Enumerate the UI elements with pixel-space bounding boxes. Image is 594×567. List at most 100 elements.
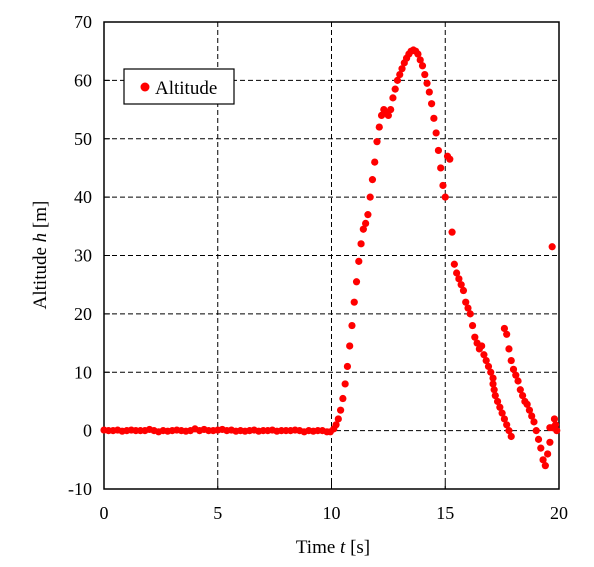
x-tick-label: 0	[100, 503, 109, 523]
data-point	[484, 362, 493, 371]
data-point	[359, 225, 367, 233]
data-point	[500, 415, 508, 423]
data-point	[459, 286, 468, 295]
data-point	[490, 386, 498, 394]
data-point	[387, 105, 395, 114]
data-point	[430, 114, 438, 122]
data-point	[389, 94, 397, 102]
data-point	[439, 181, 447, 190]
y-tick-label: 70	[74, 12, 92, 32]
x-tick-label: 10	[323, 503, 341, 523]
data-point	[421, 70, 429, 79]
data-point	[530, 418, 538, 426]
data-point	[352, 278, 361, 286]
y-axis-title: Altitude h [m]	[30, 201, 51, 310]
data-point	[523, 400, 531, 408]
data-point	[546, 438, 554, 446]
data-point	[487, 368, 495, 376]
data-point	[507, 356, 515, 365]
data-point	[464, 304, 472, 312]
legend-label: Altitude	[155, 78, 217, 99]
data-point	[550, 415, 559, 423]
data-point	[541, 462, 549, 470]
data-point	[343, 362, 352, 371]
y-tick-label: 50	[74, 129, 92, 149]
data-point	[373, 138, 381, 146]
data-point	[357, 240, 365, 248]
data-point	[462, 298, 470, 306]
data-point	[505, 427, 513, 435]
data-point	[441, 193, 449, 201]
data-point	[478, 342, 486, 350]
data-point	[448, 228, 456, 236]
data-point	[503, 421, 511, 429]
data-point	[348, 321, 356, 330]
x-tick-label: 5	[213, 503, 222, 523]
data-point	[346, 342, 354, 350]
data-point	[425, 88, 433, 96]
data-point	[434, 146, 443, 155]
data-point	[471, 333, 479, 341]
data-point	[391, 85, 399, 93]
y-tick-label: 40	[74, 187, 92, 207]
data-point	[498, 409, 506, 417]
data-point	[337, 406, 345, 414]
y-tick-label: 10	[74, 362, 92, 382]
data-point	[418, 62, 427, 70]
data-point	[339, 394, 347, 403]
data-point	[507, 432, 515, 441]
data-point	[384, 111, 392, 119]
data-point	[457, 281, 465, 289]
x-tick-label: 20	[550, 503, 568, 523]
data-point	[491, 392, 499, 400]
y-tick-label: 30	[74, 246, 92, 266]
data-point	[446, 155, 454, 163]
data-point	[423, 79, 431, 87]
data-point	[551, 421, 560, 429]
data-point	[514, 377, 522, 385]
data-point	[505, 345, 513, 353]
y-tick-label: -10	[68, 479, 92, 499]
data-point	[553, 427, 561, 435]
data-point	[480, 351, 488, 359]
x-tick-label: 15	[436, 503, 454, 523]
data-point	[519, 392, 527, 400]
data-point	[334, 415, 342, 423]
data-point	[539, 456, 547, 464]
legend: Altitude	[123, 68, 235, 105]
data-points	[100, 46, 561, 470]
data-point	[489, 380, 497, 388]
data-point	[364, 211, 372, 219]
data-point	[509, 365, 518, 373]
x-axis-title: Time t [s]	[296, 537, 370, 558]
data-point	[532, 427, 540, 435]
data-point	[332, 421, 340, 429]
data-point	[516, 386, 524, 394]
data-point	[512, 371, 520, 379]
data-point	[489, 374, 497, 382]
data-point	[450, 260, 458, 268]
data-point	[341, 380, 349, 388]
data-point	[548, 243, 556, 251]
y-tick-label: 0	[83, 421, 92, 441]
data-point	[466, 310, 474, 318]
data-point	[396, 70, 404, 79]
data-point	[534, 435, 543, 443]
data-point	[500, 324, 508, 333]
data-point	[455, 275, 463, 283]
data-point	[350, 298, 358, 306]
data-point	[371, 158, 379, 166]
legend-marker	[140, 82, 150, 92]
y-tick-label: 60	[74, 70, 92, 90]
data-point	[366, 193, 374, 201]
data-point	[414, 50, 422, 58]
data-point	[368, 176, 377, 184]
data-point	[528, 412, 536, 420]
data-point	[432, 129, 440, 137]
data-point	[398, 65, 406, 73]
data-point	[416, 56, 424, 64]
data-point	[546, 424, 554, 432]
data-point	[544, 450, 552, 458]
data-point	[362, 219, 370, 227]
data-point	[393, 76, 402, 84]
